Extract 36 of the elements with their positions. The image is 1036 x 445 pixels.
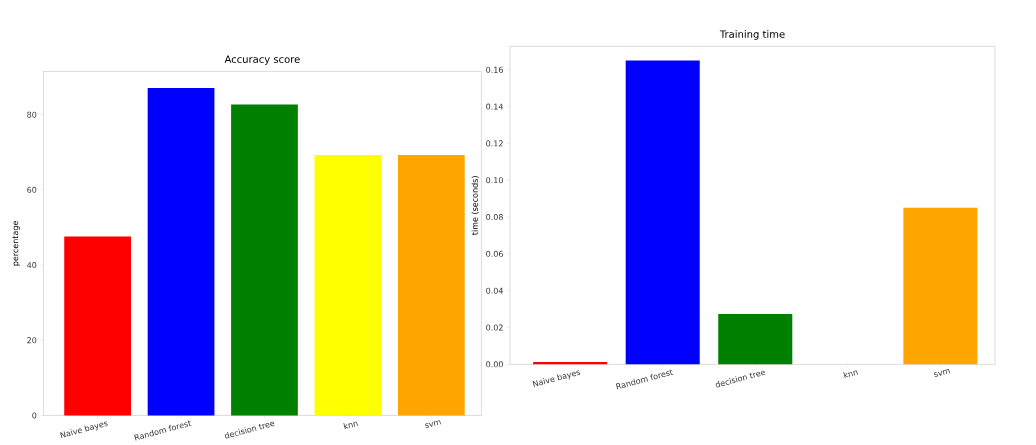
x-tick-label: knn [843, 370, 858, 379]
y-tick-label: 80 [27, 111, 37, 118]
y-tick-label: 0 [32, 412, 37, 419]
y-tick-label: 0.08 [486, 214, 503, 221]
y-tick-label: 0.00 [486, 361, 503, 368]
bar [64, 236, 131, 416]
y-tick-label: 0.14 [486, 103, 504, 110]
bar [314, 154, 382, 416]
bar [718, 314, 793, 365]
bar [397, 154, 465, 416]
bar [231, 104, 298, 416]
y-tick-label: 60 [27, 186, 37, 193]
y-tick-label: 0.06 [486, 250, 503, 257]
y-tick-label: 0.16 [486, 66, 503, 73]
y-tick-label: 0.04 [486, 287, 504, 294]
y-axis-title: time (seconds) [471, 176, 479, 235]
y-tick-label: 0.12 [486, 140, 503, 147]
x-tick-label: decision tree [225, 421, 275, 439]
x-tick-label: svm [934, 369, 950, 377]
x-tick-label: Random forest [134, 420, 192, 441]
y-axis-title: percentage [12, 221, 20, 266]
x-tick-label: knn [343, 421, 358, 430]
y-tick-label: 20 [27, 337, 37, 344]
x-tick-label: Random forest [615, 369, 674, 390]
x-tick-label: decision tree [715, 370, 766, 388]
x-tick-label: svm [425, 420, 441, 429]
bar [903, 207, 978, 365]
x-tick-label: Naive bayes [60, 421, 108, 439]
y-tick-label: 0.02 [486, 324, 503, 331]
bar [147, 88, 215, 416]
bar [625, 60, 700, 365]
y-tick-label: 40 [27, 262, 37, 269]
y-tick-label: 0.10 [486, 177, 503, 184]
chart-title: Accuracy score [224, 55, 300, 65]
chart-title: Training time [719, 30, 785, 40]
x-tick-label: Naive bayes [532, 370, 581, 387]
